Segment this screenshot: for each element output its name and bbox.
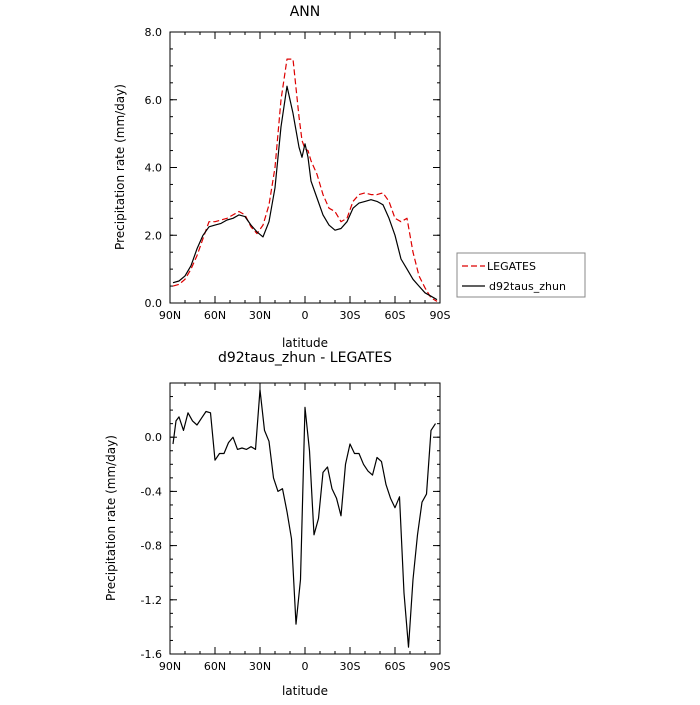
top-panel: ANN Precipitation rate (mm/day) latitude…: [113, 4, 586, 350]
bottom-panel-xlabel: latitude: [282, 684, 328, 698]
top-panel-ytick-label: 8.0: [145, 26, 163, 39]
top-panel-ytick-label: 2.0: [145, 229, 163, 242]
legend-label-legates: LEGATES: [487, 260, 536, 273]
top-panel-lines: [172, 58, 438, 302]
bottom-panel-xtick-label: 90S: [430, 660, 451, 673]
bottom-panel-xtick-label: 60S: [385, 660, 406, 673]
bottom-panel-series-difference-line: [172, 389, 437, 648]
top-panel-plot-frame: [169, 31, 441, 304]
top-panel-xtick-label: 0: [302, 309, 309, 322]
bottom-panel: d92taus_zhun - LEGATES Precipitation rat…: [104, 350, 451, 698]
top-panel-series-d92taus-zhun-line: [172, 85, 438, 301]
top-panel-ytick-label: 0.0: [145, 297, 163, 310]
bottom-panel-ylabel: Precipitation rate (mm/day): [104, 435, 118, 601]
bottom-panel-ytick-label: -0.8: [141, 540, 162, 553]
bottom-panel-ytick-label: -1.2: [141, 594, 162, 607]
top-panel-xtick-label: 30N: [249, 309, 271, 322]
top-panel-title: ANN: [290, 4, 321, 20]
top-panel-xtick-label: 90S: [430, 309, 451, 322]
top-panel-xlabel: latitude: [282, 336, 328, 350]
legend: LEGATES d92taus_zhun: [456, 252, 586, 298]
bottom-panel-xtick-label: 90N: [159, 660, 181, 673]
top-panel-xtick-label: 60N: [204, 309, 226, 322]
top-panel-xtick-label: 30S: [340, 309, 361, 322]
top-panel-ylabel: Precipitation rate (mm/day): [113, 84, 127, 250]
top-panel-series-legates-line: [172, 58, 438, 302]
bottom-panel-ytick-label: -1.6: [141, 648, 162, 661]
top-panel-ticks: 90N 60N 30N 0 30S 60S 90S 0.0 2.0 4.0 6.0 8.0: [145, 26, 451, 322]
bottom-panel-xtick-label: 30S: [340, 660, 361, 673]
top-panel-ytick-label: 6.0: [145, 94, 163, 107]
top-panel-xtick-label: 90N: [159, 309, 181, 322]
top-panel-ytick-label: 4.0: [145, 162, 163, 175]
bottom-panel-ticks: 90N 60N 30N 0 30S 60S 90S -1.6 -1.2 -0.8 -0.4 0.0: [141, 382, 451, 673]
legend-label-model: d92taus_zhun: [489, 280, 566, 293]
bottom-panel-plot-frame: [169, 382, 441, 655]
bottom-panel-ytick-label: 0.0: [145, 431, 163, 444]
bottom-panel-xtick-label: 60N: [204, 660, 226, 673]
bottom-panel-xtick-label: 30N: [249, 660, 271, 673]
bottom-panel-lines: [172, 389, 437, 648]
bottom-panel-title: d92taus_zhun - LEGATES: [218, 350, 392, 366]
legend-box: [456, 252, 586, 298]
top-panel-xtick-label: 60S: [385, 309, 406, 322]
bottom-panel-ytick-label: -0.4: [141, 485, 162, 498]
bottom-panel-xtick-label: 0: [302, 660, 309, 673]
